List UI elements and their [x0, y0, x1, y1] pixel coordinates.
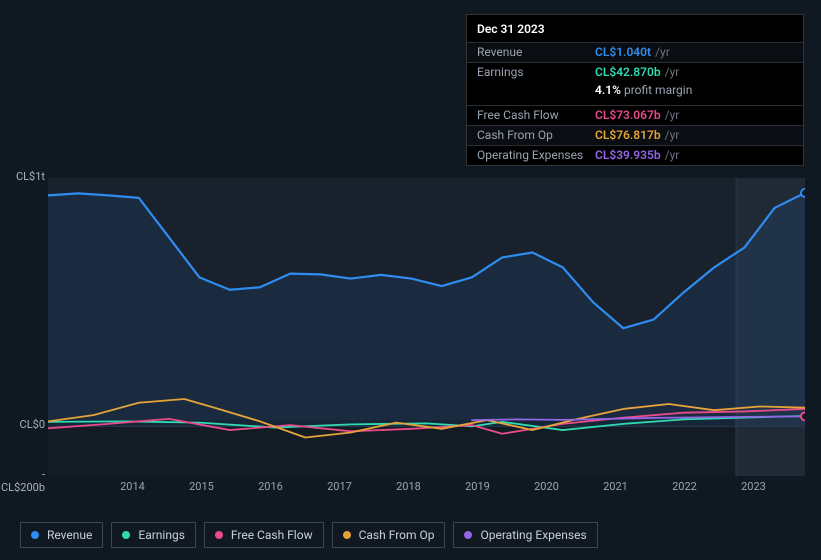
tooltip-metric-value: CL$42.870b: [595, 64, 661, 81]
tooltip-suffix: /yr: [665, 127, 680, 144]
tooltip-metric-label: Free Cash Flow: [477, 107, 595, 124]
tooltip-profit-margin: 4.1% profit margin: [467, 81, 803, 105]
x-axis-label: 2015: [167, 480, 236, 493]
x-axis-label: 2018: [374, 480, 443, 493]
tooltip-metric-value: CL$76.817b: [595, 127, 661, 144]
x-axis-label: 2014: [98, 480, 167, 493]
tooltip-row: Cash From OpCL$76.817b/yr: [467, 125, 803, 145]
x-axis-label: 2021: [581, 480, 650, 493]
y-axis-label: -CL$200b: [1, 468, 45, 494]
x-axis-label: 2016: [236, 480, 305, 493]
legend-label: Free Cash Flow: [231, 528, 313, 542]
y-axis-label: CL$0: [20, 418, 45, 431]
legend-dot-icon: [215, 531, 223, 539]
legend-dot-icon: [122, 531, 130, 539]
y-axis-label: CL$1t: [16, 170, 45, 183]
chart-svg: [48, 178, 805, 476]
x-axis-label: 2023: [719, 480, 788, 493]
legend-label: Revenue: [47, 528, 92, 542]
legend-dot-icon: [31, 531, 39, 539]
data-tooltip: Dec 31 2023 RevenueCL$1.040t/yrEarningsC…: [466, 14, 804, 166]
tooltip-suffix: /yr: [665, 64, 680, 81]
tooltip-metric-value: CL$73.067b: [595, 107, 661, 124]
legend-label: Earnings: [138, 528, 185, 542]
legend-item[interactable]: Earnings: [111, 522, 196, 548]
legend-dot-icon: [464, 531, 472, 539]
legend-item[interactable]: Free Cash Flow: [204, 522, 324, 548]
legend-dot-icon: [343, 531, 351, 539]
tooltip-metric-label: Earnings: [477, 64, 595, 81]
x-axis-label: 2020: [512, 480, 581, 493]
tooltip-row: RevenueCL$1.040t/yr: [467, 42, 803, 62]
tooltip-metric-value: CL$1.040t: [595, 44, 651, 61]
x-axis-label: 2019: [443, 480, 512, 493]
legend-label: Operating Expenses: [480, 528, 586, 542]
tooltip-row: EarningsCL$42.870b/yr: [467, 62, 803, 82]
tooltip-row: Free Cash FlowCL$73.067b/yr: [467, 105, 803, 125]
tooltip-metric-label: Revenue: [477, 44, 595, 61]
legend: Revenue Earnings Free Cash Flow Cash From O…: [20, 522, 598, 548]
legend-label: Cash From Op: [359, 528, 435, 542]
tooltip-date: Dec 31 2023: [467, 15, 803, 42]
x-axis-label: 2017: [305, 480, 374, 493]
data-marker: [801, 189, 805, 197]
x-axis-label: 2022: [650, 480, 719, 493]
x-axis: 2014201520162017201820192020202120222023: [48, 480, 788, 493]
tooltip-suffix: /yr: [655, 44, 670, 61]
legend-item[interactable]: Revenue: [20, 522, 103, 548]
tooltip-suffix: /yr: [665, 107, 680, 124]
data-marker: [801, 412, 805, 420]
financial-chart: CL$1tCL$0-CL$200b 2014201520162017201820…: [18, 160, 805, 490]
tooltip-metric-label: Cash From Op: [477, 127, 595, 144]
legend-item[interactable]: Operating Expenses: [453, 522, 597, 548]
legend-item[interactable]: Cash From Op: [332, 522, 446, 548]
